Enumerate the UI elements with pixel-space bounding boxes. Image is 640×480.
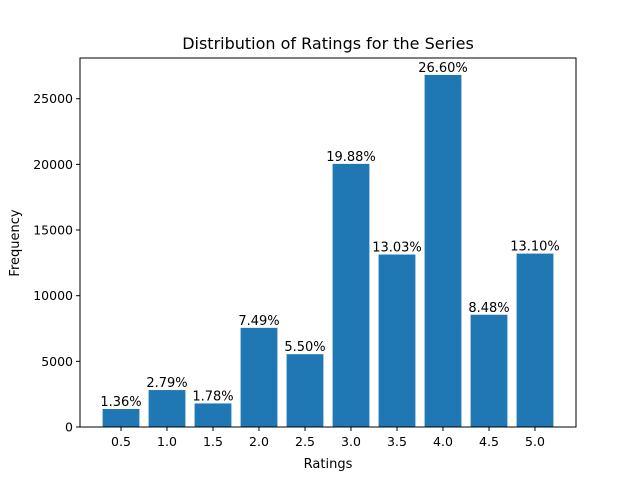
y-tick-label: 25000	[33, 91, 73, 106]
bar	[286, 354, 324, 427]
data-label: 1.36%	[100, 395, 141, 410]
data-label: 13.03%	[372, 241, 422, 256]
bar	[102, 408, 140, 427]
bar	[240, 327, 278, 427]
x-tick-label: 3.0	[341, 434, 361, 449]
x-tick-label: 4.5	[479, 434, 499, 449]
bar	[148, 390, 186, 427]
x-tick-label: 1.5	[203, 434, 223, 449]
data-label: 8.48%	[468, 301, 509, 316]
y-tick-label: 10000	[33, 288, 73, 303]
x-tick-label: 5.0	[525, 434, 545, 449]
plot-frame	[79, 57, 577, 428]
x-tick-label: 0.5	[111, 434, 131, 449]
data-label: 7.49%	[238, 314, 279, 329]
y-tick-label: 20000	[33, 157, 73, 172]
bar	[516, 253, 554, 427]
bar	[424, 74, 462, 428]
chart-title: Distribution of Ratings for the Series	[182, 34, 474, 53]
x-tick-label: 2.0	[249, 434, 269, 449]
x-tick-label: 2.5	[295, 434, 315, 449]
data-label: 13.10%	[510, 240, 560, 255]
y-tick-label: 0	[65, 420, 73, 435]
bar	[470, 314, 508, 427]
data-label: 5.50%	[284, 340, 325, 355]
y-tick-label: 15000	[33, 223, 73, 238]
bar	[194, 403, 232, 427]
y-axis-label: Frequency	[8, 209, 23, 276]
x-axis-label: Ratings	[304, 457, 353, 472]
x-tick-label: 3.5	[387, 434, 407, 449]
bar	[332, 163, 370, 427]
data-label: 26.60%	[418, 61, 468, 76]
y-tick-label: 5000	[41, 354, 73, 369]
x-tick-label: 4.0	[433, 434, 453, 449]
data-label: 2.79%	[146, 376, 187, 391]
x-tick-label: 1.0	[157, 434, 177, 449]
bar	[378, 254, 416, 427]
data-label: 19.88%	[326, 150, 376, 165]
data-label: 1.78%	[192, 389, 233, 404]
